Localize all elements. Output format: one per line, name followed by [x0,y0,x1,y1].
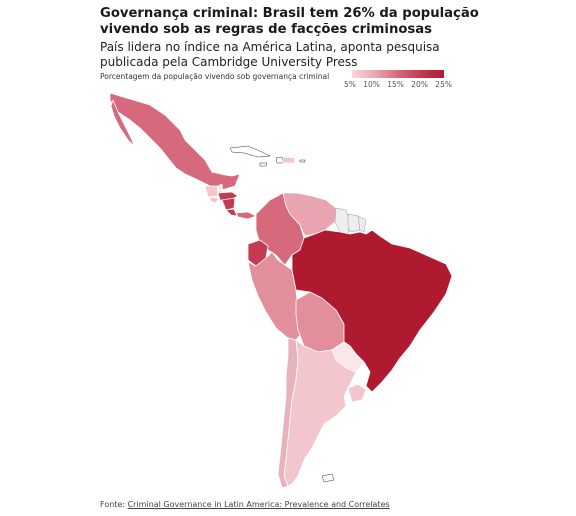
country-panama[interactable] [235,211,257,220]
legend-color-scale [352,70,444,78]
country-mexico-baja [110,99,135,147]
country-dominican-republic[interactable] [282,156,296,164]
country-cuba [229,145,271,158]
legend-tick: 5% [344,80,356,89]
chart-title: Governança criminal: Brasil tem 26% da p… [100,6,479,37]
country-uruguay[interactable] [347,383,367,403]
country-french-guiana [357,215,367,233]
legend-tick: 15% [387,80,404,89]
source-link[interactable]: Criminal Governance in Latin America: Pr… [127,500,390,509]
chart-subtitle: País lidera no índice na América Latina,… [100,40,440,69]
source-line: Fonte: Criminal Governance in Latin Amer… [100,500,390,509]
legend-tick: 10% [363,80,380,89]
source-prefix: Fonte: [100,500,128,509]
legend-tick: 25% [435,80,452,89]
country-hispaniola [275,156,284,164]
country-guatemala[interactable] [204,185,219,198]
legend-ticks: 5% 10% 15% 20% 25% [344,80,452,89]
country-brazil[interactable] [291,229,453,393]
country-costa-rica[interactable] [225,208,238,217]
country-argentina[interactable] [283,339,357,487]
legend-label: Porcentagem da população vivendo sob gov… [100,72,330,81]
country-falklands [321,473,335,483]
legend-tick: 20% [411,80,428,89]
country-el-salvador[interactable] [209,196,220,204]
country-puerto-rico [299,159,306,163]
country-nicaragua[interactable] [221,197,236,211]
country-jamaica [259,162,268,167]
latin-america-map [109,92,453,489]
country-suriname [347,213,361,233]
